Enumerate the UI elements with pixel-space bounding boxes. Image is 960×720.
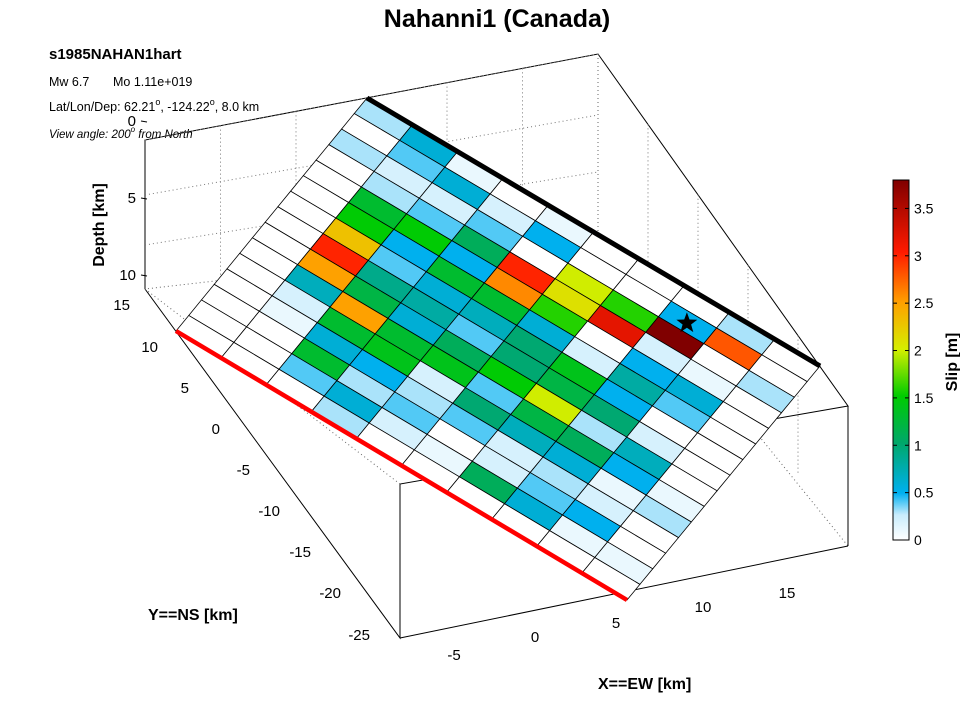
y-axis-ticks: 15 10 5 0 -5 -10 -15 -20 -25 [113,297,370,644]
colorbar-tick-label: 3 [914,248,922,264]
event-id: s1985NAHAN1hart [49,46,182,63]
x-tick-label: 0 [531,629,539,646]
fault-top-edge [365,95,822,369]
y-tick-label: -20 [319,585,341,602]
x-axis-label: X==EW [km] [598,676,691,693]
colorbar [892,179,910,541]
colorbar-tick-label: 1 [914,437,922,453]
z-tick-mark [140,197,148,200]
y-tick-label: 5 [181,380,189,397]
colorbar-tick-label: 2 [914,343,922,359]
surface-trace-line [174,329,629,602]
y-tick-label: -15 [289,544,311,561]
x-tick-label: 15 [779,585,796,602]
magnitude-text: Mw 6.7 Mo 1.11e+019 [49,75,192,89]
x-axis-ticks: -5 0 5 10 15 [447,585,795,664]
hypocenter-star-icon [676,312,698,333]
z-tick-mark [140,120,148,123]
colorbar-tick-label: 0.5 [914,485,934,501]
chart-title: Nahanni1 (Canada) [384,5,610,33]
mo-value: Mo 1.11e+019 [113,75,192,89]
y-tick-label: -5 [237,462,250,479]
colorbar-tick-label: 2.5 [914,295,934,311]
grid-line [144,171,599,246]
y-tick-label: -25 [348,627,370,644]
z-axis-label: Depth [km] [91,183,108,267]
view-angle-text: View angle: 200o from North [49,125,193,141]
colorbar-ticks: 0 0.5 1 1.5 2 2.5 3 3.5 [893,200,934,548]
x-tick-label: 10 [695,599,712,616]
z-tick-mark [140,274,148,277]
y-tick-label: 15 [113,297,130,314]
mw-value: Mw 6.7 [49,75,89,89]
y-axis-label: Y==NS [km] [148,607,238,624]
z-tick-label: 0 [128,113,136,130]
colorbar-tick-label: 0 [914,532,922,548]
y-tick-label: -10 [258,503,280,520]
x-tick-label: 5 [612,615,620,632]
colorbar-tick-label: 3.5 [914,200,934,216]
location-text: Lat/Lon/Dep: 62.21o, -124.22o, 8.0 km [49,97,259,114]
fault-plane [175,97,821,601]
z-tick-label: 10 [119,267,136,284]
x-tick-label: -5 [447,647,460,664]
y-tick-label: 10 [141,339,158,356]
z-tick-label: 5 [128,190,136,207]
colorbar-tick-label: 1.5 [914,390,934,406]
y-tick-label: 0 [212,421,220,438]
colorbar-label: Slip [m] [944,333,960,392]
z-axis-ticks: 0 5 10 [119,113,148,284]
